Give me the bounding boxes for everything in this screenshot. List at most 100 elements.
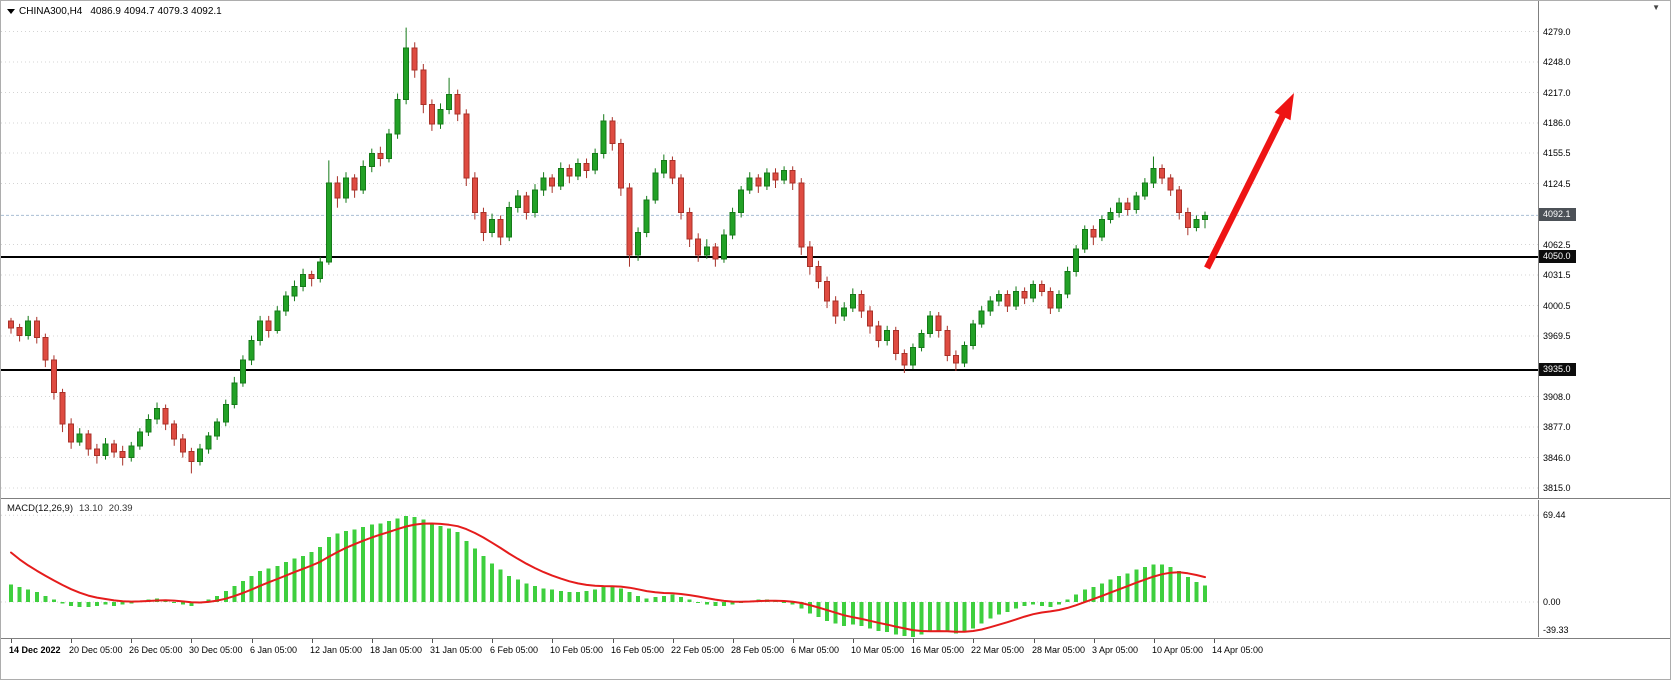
- macd-header: MACD(12,26,9) 13.10 20.39: [7, 503, 133, 514]
- time-axis-label: 10 Mar 05:00: [851, 645, 905, 655]
- macd-histogram-bar: [636, 595, 641, 603]
- candle-body: [403, 47, 410, 100]
- candle-body: [583, 162, 590, 171]
- price-axis-label: 3846.0: [1543, 453, 1571, 463]
- macd-histogram-bar: [1074, 594, 1079, 602]
- time-axis-label: 16 Mar 05:00: [911, 645, 965, 655]
- candle-body: [935, 315, 942, 332]
- macd-histogram-bar: [1039, 602, 1044, 606]
- macd-histogram-bar: [378, 523, 383, 603]
- ohlc-low-value: 4079.3: [157, 6, 189, 17]
- price-axis-label: 4186.0: [1543, 118, 1571, 128]
- trend-arrow-shaft[interactable]: [1204, 109, 1289, 270]
- candle-body: [274, 310, 281, 332]
- macd-histogram-bar: [962, 602, 967, 632]
- candle-body: [617, 143, 624, 189]
- time-axis-label: 28 Feb 05:00: [731, 645, 785, 655]
- ohlc-close-value: 4092.1: [191, 6, 222, 17]
- price-chart-area[interactable]: CHINA300,H4 4086.9 4094.7 4079.3 4092.1: [1, 1, 1538, 498]
- macd-histogram-bar: [893, 602, 898, 635]
- macd-histogram-bar: [953, 602, 958, 634]
- candle-body: [197, 448, 203, 463]
- panel-separator[interactable]: [1, 498, 1670, 499]
- macd-histogram-bar: [455, 532, 460, 602]
- macd-histogram-bar: [43, 595, 48, 603]
- macd-histogram-bar: [26, 589, 31, 602]
- macd-histogram-bar: [481, 555, 486, 603]
- time-axis-label: 22 Feb 05:00: [671, 645, 725, 655]
- candle-body: [901, 352, 908, 366]
- candle-body: [574, 162, 581, 177]
- candle-body: [25, 320, 32, 337]
- symbol-dropdown-icon[interactable]: [7, 8, 15, 14]
- time-axis-tick: [252, 639, 253, 643]
- price-axis-label: 4062.5: [1543, 240, 1571, 250]
- candle-body: [386, 133, 392, 159]
- trend-arrow-head[interactable]: [1274, 93, 1294, 121]
- macd-main-value: 13.10: [79, 503, 103, 514]
- macd-histogram-bar: [842, 602, 847, 626]
- macd-axis[interactable]: 69.44 0.00 -39.33: [1538, 500, 1670, 637]
- macd-histogram-bar: [387, 520, 391, 603]
- candle-body: [145, 418, 152, 433]
- macd-histogram-bar: [730, 602, 735, 605]
- macd-histogram-bar: [275, 565, 280, 603]
- chart-scroll-marker-icon[interactable]: ▼: [1652, 3, 1660, 12]
- price-axis-label: 4155.5: [1543, 148, 1571, 158]
- macd-histogram-bar: [910, 602, 915, 637]
- candle-body: [815, 266, 822, 283]
- price-axis-label: 4248.0: [1543, 57, 1571, 67]
- candle-body: [781, 169, 788, 181]
- candle-body: [944, 330, 951, 356]
- time-axis-tick: [492, 639, 493, 643]
- macd-histogram-bar: [859, 602, 864, 626]
- candle-body: [1038, 283, 1045, 292]
- macd-histogram-bar: [17, 587, 22, 602]
- macd-histogram-bar: [223, 590, 228, 603]
- candle-body: [291, 285, 298, 297]
- macd-histogram-bar: [352, 529, 357, 602]
- current-price-badge: 4092.1: [1539, 208, 1576, 221]
- macd-histogram-bar: [584, 590, 589, 603]
- candlestick-plot[interactable]: [1, 1, 1538, 498]
- macd-histogram-bar: [112, 602, 117, 606]
- macd-histogram-bar: [979, 602, 984, 624]
- macd-histogram-bar: [790, 602, 795, 605]
- candle-body: [1167, 177, 1174, 191]
- time-axis[interactable]: 14 Dec 2022 20 Dec 05:00 26 Dec 05:00 30 De…: [1, 639, 1670, 679]
- candle-body: [471, 177, 478, 214]
- macd-histogram-bar: [1091, 587, 1096, 602]
- price-axis[interactable]: 4092.1 4050.0 3935.0 4279.0 4248.0 4217.0 4…: [1538, 1, 1670, 498]
- candle-body: [875, 325, 882, 342]
- time-axis-label: 12 Jan 05:00: [310, 645, 363, 655]
- time-axis-tick: [1094, 639, 1095, 643]
- macd-panel[interactable]: MACD(12,26,9) 13.10 20.39: [1, 500, 1538, 637]
- time-axis-tick: [973, 639, 974, 643]
- macd-histogram-bar: [69, 602, 74, 606]
- macd-histogram-bar: [825, 602, 829, 621]
- macd-histogram-bar: [292, 558, 297, 603]
- macd-histogram-bar: [404, 515, 409, 603]
- macd-histogram-bar: [541, 588, 546, 603]
- candle-body: [394, 98, 401, 135]
- candle-body: [454, 94, 461, 115]
- time-axis-label: 10 Apr 05:00: [1152, 645, 1204, 655]
- candle-body: [532, 189, 538, 214]
- macd-plot[interactable]: [1, 500, 1538, 637]
- macd-histogram-bar: [515, 579, 520, 602]
- candle-body: [806, 246, 813, 268]
- time-axis-tick: [1034, 639, 1035, 643]
- candle-body: [978, 310, 985, 325]
- candle-body: [858, 293, 865, 312]
- candle-body: [592, 153, 599, 171]
- candle-body: [952, 354, 959, 364]
- candle-body: [789, 169, 796, 184]
- macd-histogram-bar: [429, 523, 434, 603]
- time-axis-tick: [71, 639, 72, 643]
- macd-histogram-bar: [94, 602, 99, 606]
- candle-body: [128, 445, 135, 459]
- macd-histogram-bar: [601, 587, 606, 602]
- time-axis-label: 3 Apr 05:00: [1092, 645, 1139, 655]
- candle-body: [798, 182, 805, 248]
